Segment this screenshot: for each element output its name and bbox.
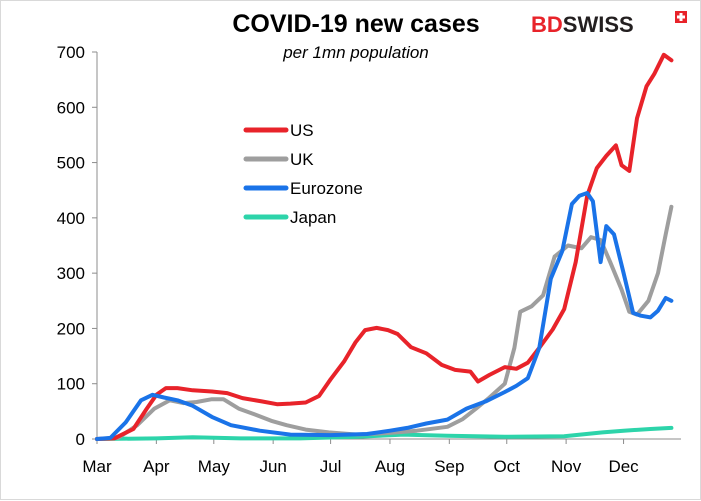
series-line-us	[95, 52, 674, 441]
x-tick-label: Jul	[320, 457, 342, 476]
x-ticks: Mar Apr May Jun Jul Aug Sep Oct Nov Dec	[82, 439, 639, 476]
legend-label-japan: Japan	[290, 208, 336, 227]
x-tick-label: Apr	[143, 457, 170, 476]
logo-cross-icon	[675, 11, 687, 23]
legend-label-eurozone: Eurozone	[290, 179, 363, 198]
series-line-uk	[95, 204, 674, 441]
series-lines	[95, 52, 674, 441]
y-tick-label: 0	[76, 430, 85, 449]
y-tick-label: 400	[57, 209, 85, 228]
x-tick-label: Nov	[551, 457, 582, 476]
y-ticks: 0 100 200 300 400 500 600 700	[57, 43, 97, 449]
x-tick-label: Jun	[259, 457, 286, 476]
legend: US UK Eurozone Japan	[243, 121, 363, 227]
series-line-eurozone	[95, 191, 674, 441]
x-tick-label: Aug	[375, 457, 405, 476]
legend-label-us: US	[290, 121, 314, 140]
logo-text-swiss: SWISS	[563, 12, 634, 37]
x-tick-label: Sep	[434, 457, 464, 476]
y-tick-label: 600	[57, 98, 85, 117]
x-tick-label: Oct	[494, 457, 521, 476]
series-line-japan	[95, 425, 674, 441]
y-tick-label: 200	[57, 319, 85, 338]
plot-area: 0 100 200 300 400 500 600 700 Mar Apr May Jun Jul Au…	[57, 43, 681, 476]
y-tick-label: 300	[57, 264, 85, 283]
x-tick-label: May	[198, 457, 231, 476]
x-tick-label: Dec	[608, 457, 639, 476]
y-tick-label: 700	[57, 43, 85, 62]
legend-label-uk: UK	[290, 150, 314, 169]
brand-logo: BDSWISS	[531, 11, 687, 37]
y-tick-label: 500	[57, 154, 85, 173]
y-tick-label: 100	[57, 375, 85, 394]
chart-subtitle: per 1mn population	[282, 43, 429, 62]
chart-title: COVID-19 new cases	[232, 10, 479, 38]
x-tick-label: Mar	[82, 457, 112, 476]
logo-text-bd: BD	[531, 12, 563, 37]
logo-text: BDSWISS	[531, 12, 634, 37]
